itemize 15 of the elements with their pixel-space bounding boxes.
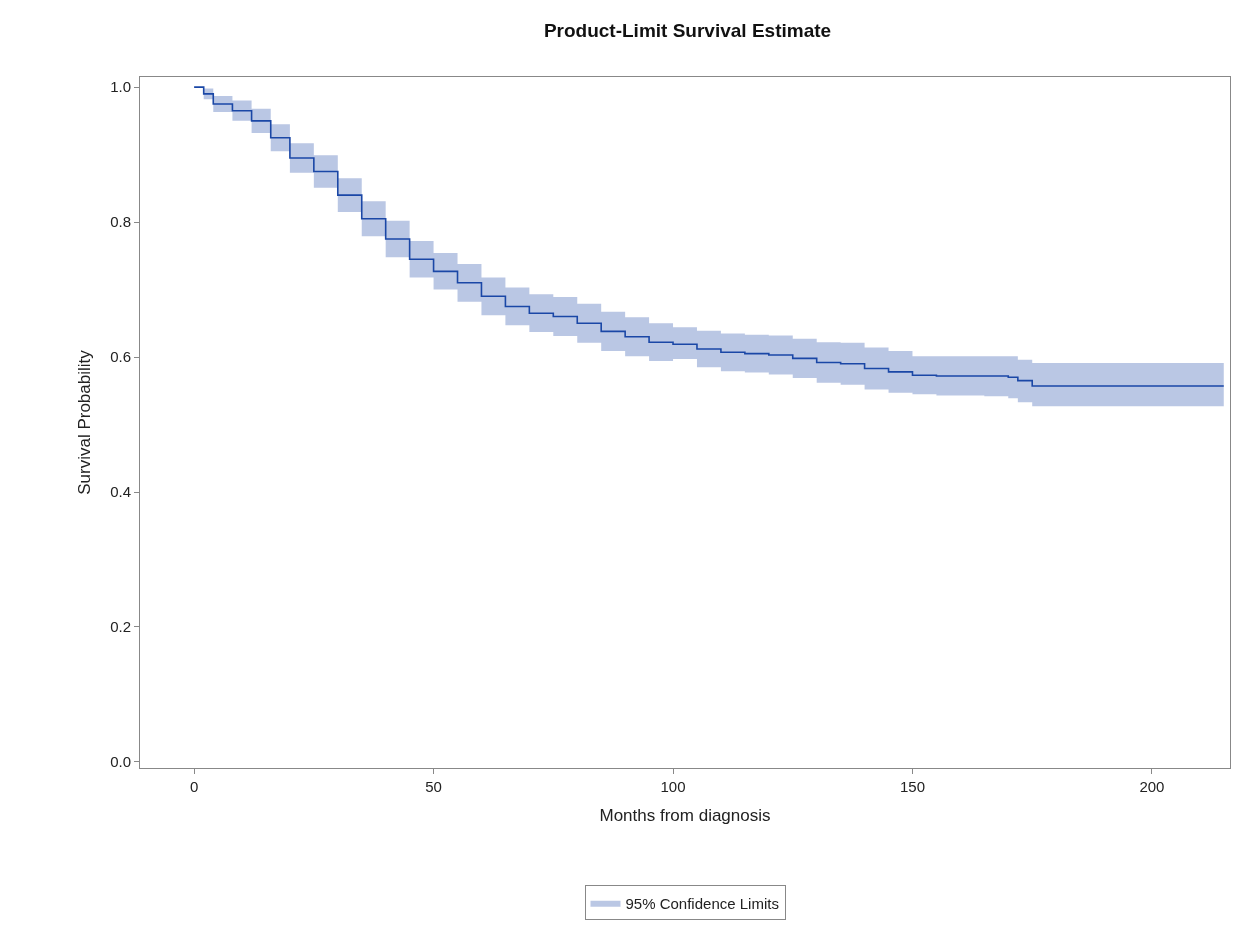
x-axis-title: Months from diagnosis (599, 806, 771, 826)
x-tick-label: 150 (899, 778, 925, 795)
y-tick-label: 0.0 (110, 753, 131, 771)
x-tick-label: 200 (1139, 778, 1165, 795)
x-tick-label: 50 (425, 778, 442, 795)
x-tick-label: 0 (189, 778, 199, 795)
legend-label: 95% Confidence Limits (625, 894, 779, 912)
x-tick-label: 100 (660, 778, 686, 795)
y-tick-label: 0.8 (110, 213, 131, 231)
y-tick-label: 0.2 (110, 618, 131, 636)
y-axis-title: Survival Probability (74, 349, 94, 495)
y-tick-label: 1.0 (110, 78, 131, 96)
y-tick-label: 0.4 (110, 483, 131, 501)
y-tick-label: 0.6 (110, 348, 131, 366)
chart-title: Product-Limit Survival Estimate (543, 19, 832, 41)
